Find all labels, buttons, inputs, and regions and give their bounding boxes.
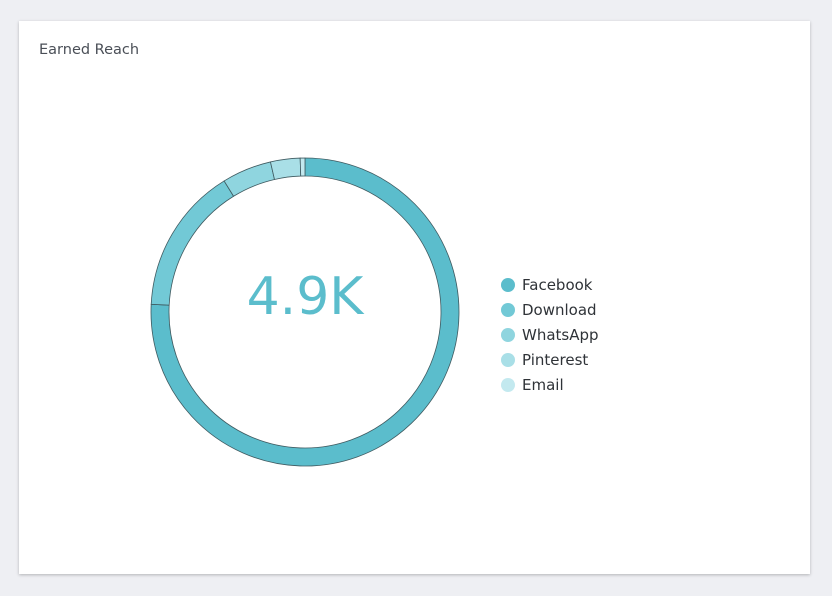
donut-chart	[150, 157, 460, 467]
legend-label: Email	[522, 375, 564, 394]
legend-label: Facebook	[522, 275, 593, 294]
legend-label: WhatsApp	[522, 325, 599, 344]
donut-slice-facebook[interactable]	[150, 157, 460, 467]
legend-swatch-icon	[501, 377, 515, 392]
donut-slice-whatsapp[interactable]	[223, 161, 275, 197]
card-title: Earned Reach	[39, 42, 140, 58]
donut-slice-pinterest[interactable]	[269, 157, 302, 180]
legend-item-email[interactable]: Email	[501, 372, 599, 397]
legend-item-download[interactable]: Download	[501, 297, 599, 322]
chart-legend: Facebook Download WhatsApp Pinterest Email	[501, 272, 599, 397]
legend-swatch-icon	[501, 302, 515, 317]
donut-center-value: 4.9K	[246, 267, 364, 327]
legend-swatch-icon	[501, 277, 515, 292]
legend-label: Download	[522, 300, 597, 319]
legend-swatch-icon	[501, 327, 515, 342]
legend-swatch-icon	[501, 352, 515, 367]
earned-reach-card: Earned Reach 4.9K Facebook Download WhatsA…	[19, 21, 810, 574]
legend-item-whatsapp[interactable]: WhatsApp	[501, 322, 599, 347]
donut-slice-email[interactable]	[299, 157, 306, 177]
legend-label: Pinterest	[522, 350, 589, 369]
legend-item-facebook[interactable]: Facebook	[501, 272, 599, 297]
legend-item-pinterest[interactable]: Pinterest	[501, 347, 599, 372]
